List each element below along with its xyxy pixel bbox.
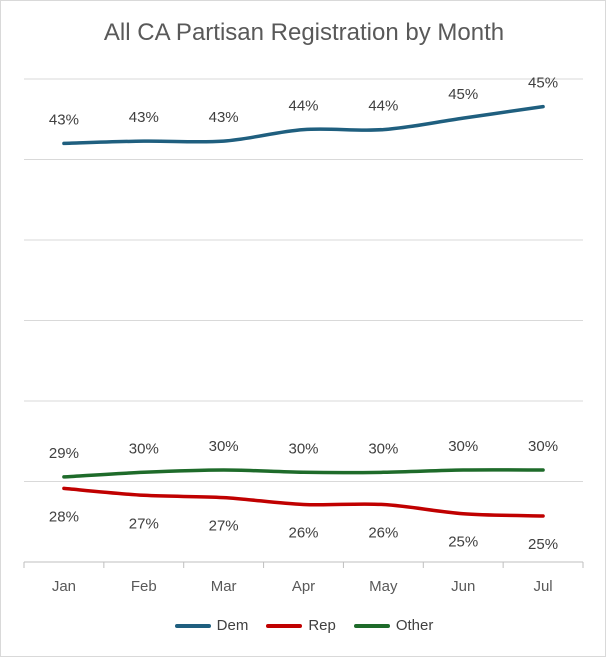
data-label-rep: 25% [528, 536, 558, 553]
series-lines [62, 104, 545, 518]
data-label-dem: 44% [368, 98, 398, 115]
legend-label: Other [395, 617, 434, 634]
x-tick-label: Feb [131, 578, 157, 595]
legend-item-other: Other [353, 617, 434, 634]
data-label-dem: 45% [528, 75, 558, 92]
data-label-dem: 43% [129, 109, 159, 126]
x-tick-label: Jul [533, 578, 552, 595]
x-axis: Jan Feb Mar Apr May Jun Jul [23, 562, 584, 595]
data-label-other: 30% [129, 440, 159, 457]
legend-swatch [266, 623, 303, 628]
gridlines [24, 78, 583, 563]
data-label-dem: 43% [49, 111, 79, 128]
series-line-other [62, 468, 545, 479]
data-label-dem: 45% [448, 86, 478, 103]
data-label-other: 30% [209, 438, 239, 455]
x-tick-label: Jan [52, 578, 76, 595]
data-labels: 43% 43% 43% 44% 44% 45% 45% 28% 27% 27% 26% 26% 25% 2… [49, 75, 558, 553]
data-label-dem: 43% [209, 109, 239, 126]
data-label-rep: 26% [288, 525, 318, 542]
legend-item-dem: Dem [174, 617, 249, 634]
series-line-dem [62, 104, 545, 146]
x-tick-label: Apr [292, 578, 315, 595]
series-line-rep [62, 486, 545, 518]
data-label-rep: 28% [49, 508, 79, 525]
legend-swatch [174, 623, 211, 628]
data-label-other: 30% [288, 440, 318, 457]
data-label-rep: 27% [129, 515, 159, 532]
legend-item-rep: Rep [266, 617, 336, 634]
data-label-other: 30% [448, 438, 478, 455]
x-tick-label: May [369, 578, 398, 595]
x-tick-label: Mar [211, 578, 237, 595]
data-label-rep: 27% [209, 518, 239, 535]
chart-title: All CA Partisan Registration by Month [103, 19, 505, 46]
data-label-rep: 26% [368, 525, 398, 542]
legend-label: Dem [216, 617, 249, 634]
legend-swatch [353, 623, 390, 628]
x-tick-label: Jun [451, 578, 475, 595]
legend-label: Rep [308, 617, 336, 634]
data-label-dem: 44% [288, 98, 318, 115]
data-label-rep: 25% [448, 534, 478, 551]
data-label-other: 30% [368, 440, 398, 457]
data-label-other: 29% [49, 445, 79, 462]
data-label-other: 30% [528, 438, 558, 455]
legend: Dem Rep Other [1, 617, 606, 634]
